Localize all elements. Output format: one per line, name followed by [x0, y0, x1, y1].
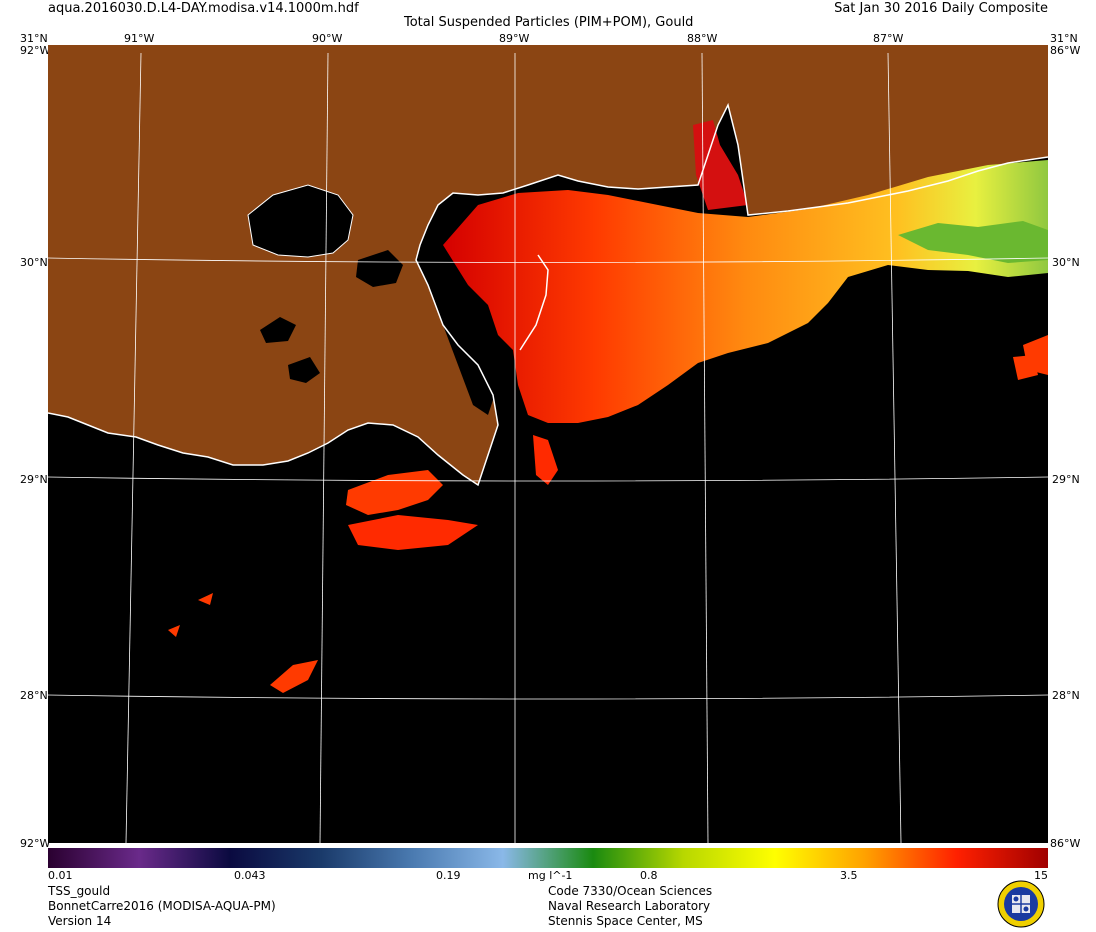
green-patch-east — [898, 221, 1048, 263]
offshore-patch-4 — [270, 660, 318, 693]
offshore-patch-6 — [168, 625, 180, 637]
colorbar-tick-5: 15 — [1034, 869, 1048, 882]
map-title: Total Suspended Particles (PIM+POM), Gou… — [404, 15, 694, 30]
lake-small-1 — [260, 317, 296, 343]
corner-lon-top-right: 86°W — [1050, 44, 1081, 57]
lat-label-right-30n: 30°N — [1052, 256, 1080, 269]
corner-lat-top-left: 31°N — [20, 32, 48, 45]
corner-lon-bottom-right: 86°W — [1050, 837, 1081, 850]
lat-label-right-29n: 29°N — [1052, 473, 1080, 486]
lat-label-right-28n: 28°N — [1052, 689, 1080, 702]
filename-label: aqua.2016030.D.L4-DAY.modisa.v14.1000m.h… — [48, 1, 359, 16]
offshore-patch-1 — [346, 470, 443, 515]
chandeleur-islands — [519, 254, 549, 351]
offshore-patch-5 — [198, 593, 213, 605]
colorbar-tick-0: 0.01 — [48, 869, 73, 882]
lon-label-88w: 88°W — [687, 32, 718, 45]
nrl-logo — [996, 880, 1046, 928]
lake-outline — [247, 184, 354, 258]
offshore-patch-2 — [348, 515, 478, 550]
offshore-patch-8 — [1013, 355, 1038, 380]
offshore-patch-3 — [533, 435, 558, 485]
colorbar-tick-3: 0.8 — [640, 869, 658, 882]
map-canvas — [48, 45, 1048, 843]
colorbar-tick-2: 0.19 — [436, 869, 461, 882]
mobile-bay — [693, 120, 748, 210]
colorbar — [48, 848, 1048, 868]
footer-lab: Naval Research Laboratory — [548, 899, 711, 913]
lon-label-90w: 90°W — [312, 32, 343, 45]
graticule — [48, 52, 1048, 843]
composite-date: Sat Jan 30 2016 Daily Composite — [834, 1, 1048, 16]
footer-region: BonnetCarre2016 (MODISA-AQUA-PM) — [48, 899, 276, 913]
lat-label-left-28n: 28°N — [20, 689, 48, 702]
coastline — [48, 102, 1048, 487]
lon-label-89w: 89°W — [499, 32, 530, 45]
lon-label-87w: 87°W — [873, 32, 904, 45]
colorbar-tick-4: 3.5 — [840, 869, 858, 882]
footer-location: Stennis Space Center, MS — [548, 914, 703, 928]
tss-map — [48, 45, 1048, 843]
lake-small-2 — [288, 357, 320, 383]
footer-code: Code 7330/Ocean Sciences — [548, 884, 713, 898]
footer-product: TSS_gould — [48, 884, 111, 898]
sediment-plume — [443, 160, 1048, 423]
lat-label-left-30n: 30°N — [20, 256, 48, 269]
footer-version: Version 14 — [48, 914, 112, 928]
lat-label-left-29n: 29°N — [20, 473, 48, 486]
lon-label-91w: 91°W — [124, 32, 155, 45]
corner-lon-bottom-left: 92°W — [20, 837, 51, 850]
colorbar-units: mg l^-1 — [528, 869, 573, 882]
corner-lat-top-right: 31°N — [1050, 32, 1078, 45]
lake-borgne — [356, 250, 403, 287]
colorbar-tick-1: 0.043 — [234, 869, 266, 882]
corner-lon-top-left: 92°W — [20, 44, 51, 57]
